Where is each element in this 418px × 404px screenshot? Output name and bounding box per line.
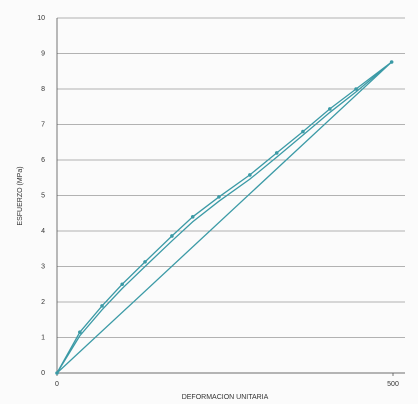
series-line	[56, 61, 393, 374]
x-axis-title: DEFORMACION UNITARIA	[182, 394, 269, 401]
y-tick-label: 3	[41, 263, 45, 270]
data-point	[248, 173, 252, 177]
data-point	[217, 195, 221, 199]
data-point	[170, 234, 174, 238]
data-point	[190, 215, 195, 219]
y-tick-label: 8	[41, 86, 45, 93]
y-tick-label: 2	[41, 299, 45, 306]
y-tick-label: 5	[41, 192, 45, 199]
data-point	[78, 330, 82, 334]
x-tick-label: 0	[55, 381, 59, 388]
series-line	[56, 61, 393, 374]
series-line	[56, 61, 393, 374]
data-point	[354, 87, 358, 91]
y-tick-label: 0	[41, 370, 45, 377]
y-axis-title: ESFUERZO (MPa)	[17, 166, 24, 225]
y-tick-label: 1	[41, 334, 45, 341]
data-point	[328, 107, 332, 111]
y-tick-label: 10	[37, 15, 45, 22]
x-tick-label: 500	[387, 381, 399, 388]
y-tick-label: 6	[41, 157, 45, 164]
data-point	[100, 304, 104, 308]
data-point	[301, 129, 305, 134]
y-tick-label: 4	[41, 228, 45, 235]
data-point	[120, 282, 124, 287]
data-point	[143, 260, 147, 264]
y-tick-label: 7	[41, 121, 45, 128]
y-tick-label: 9	[41, 50, 45, 57]
data-point	[274, 151, 279, 155]
